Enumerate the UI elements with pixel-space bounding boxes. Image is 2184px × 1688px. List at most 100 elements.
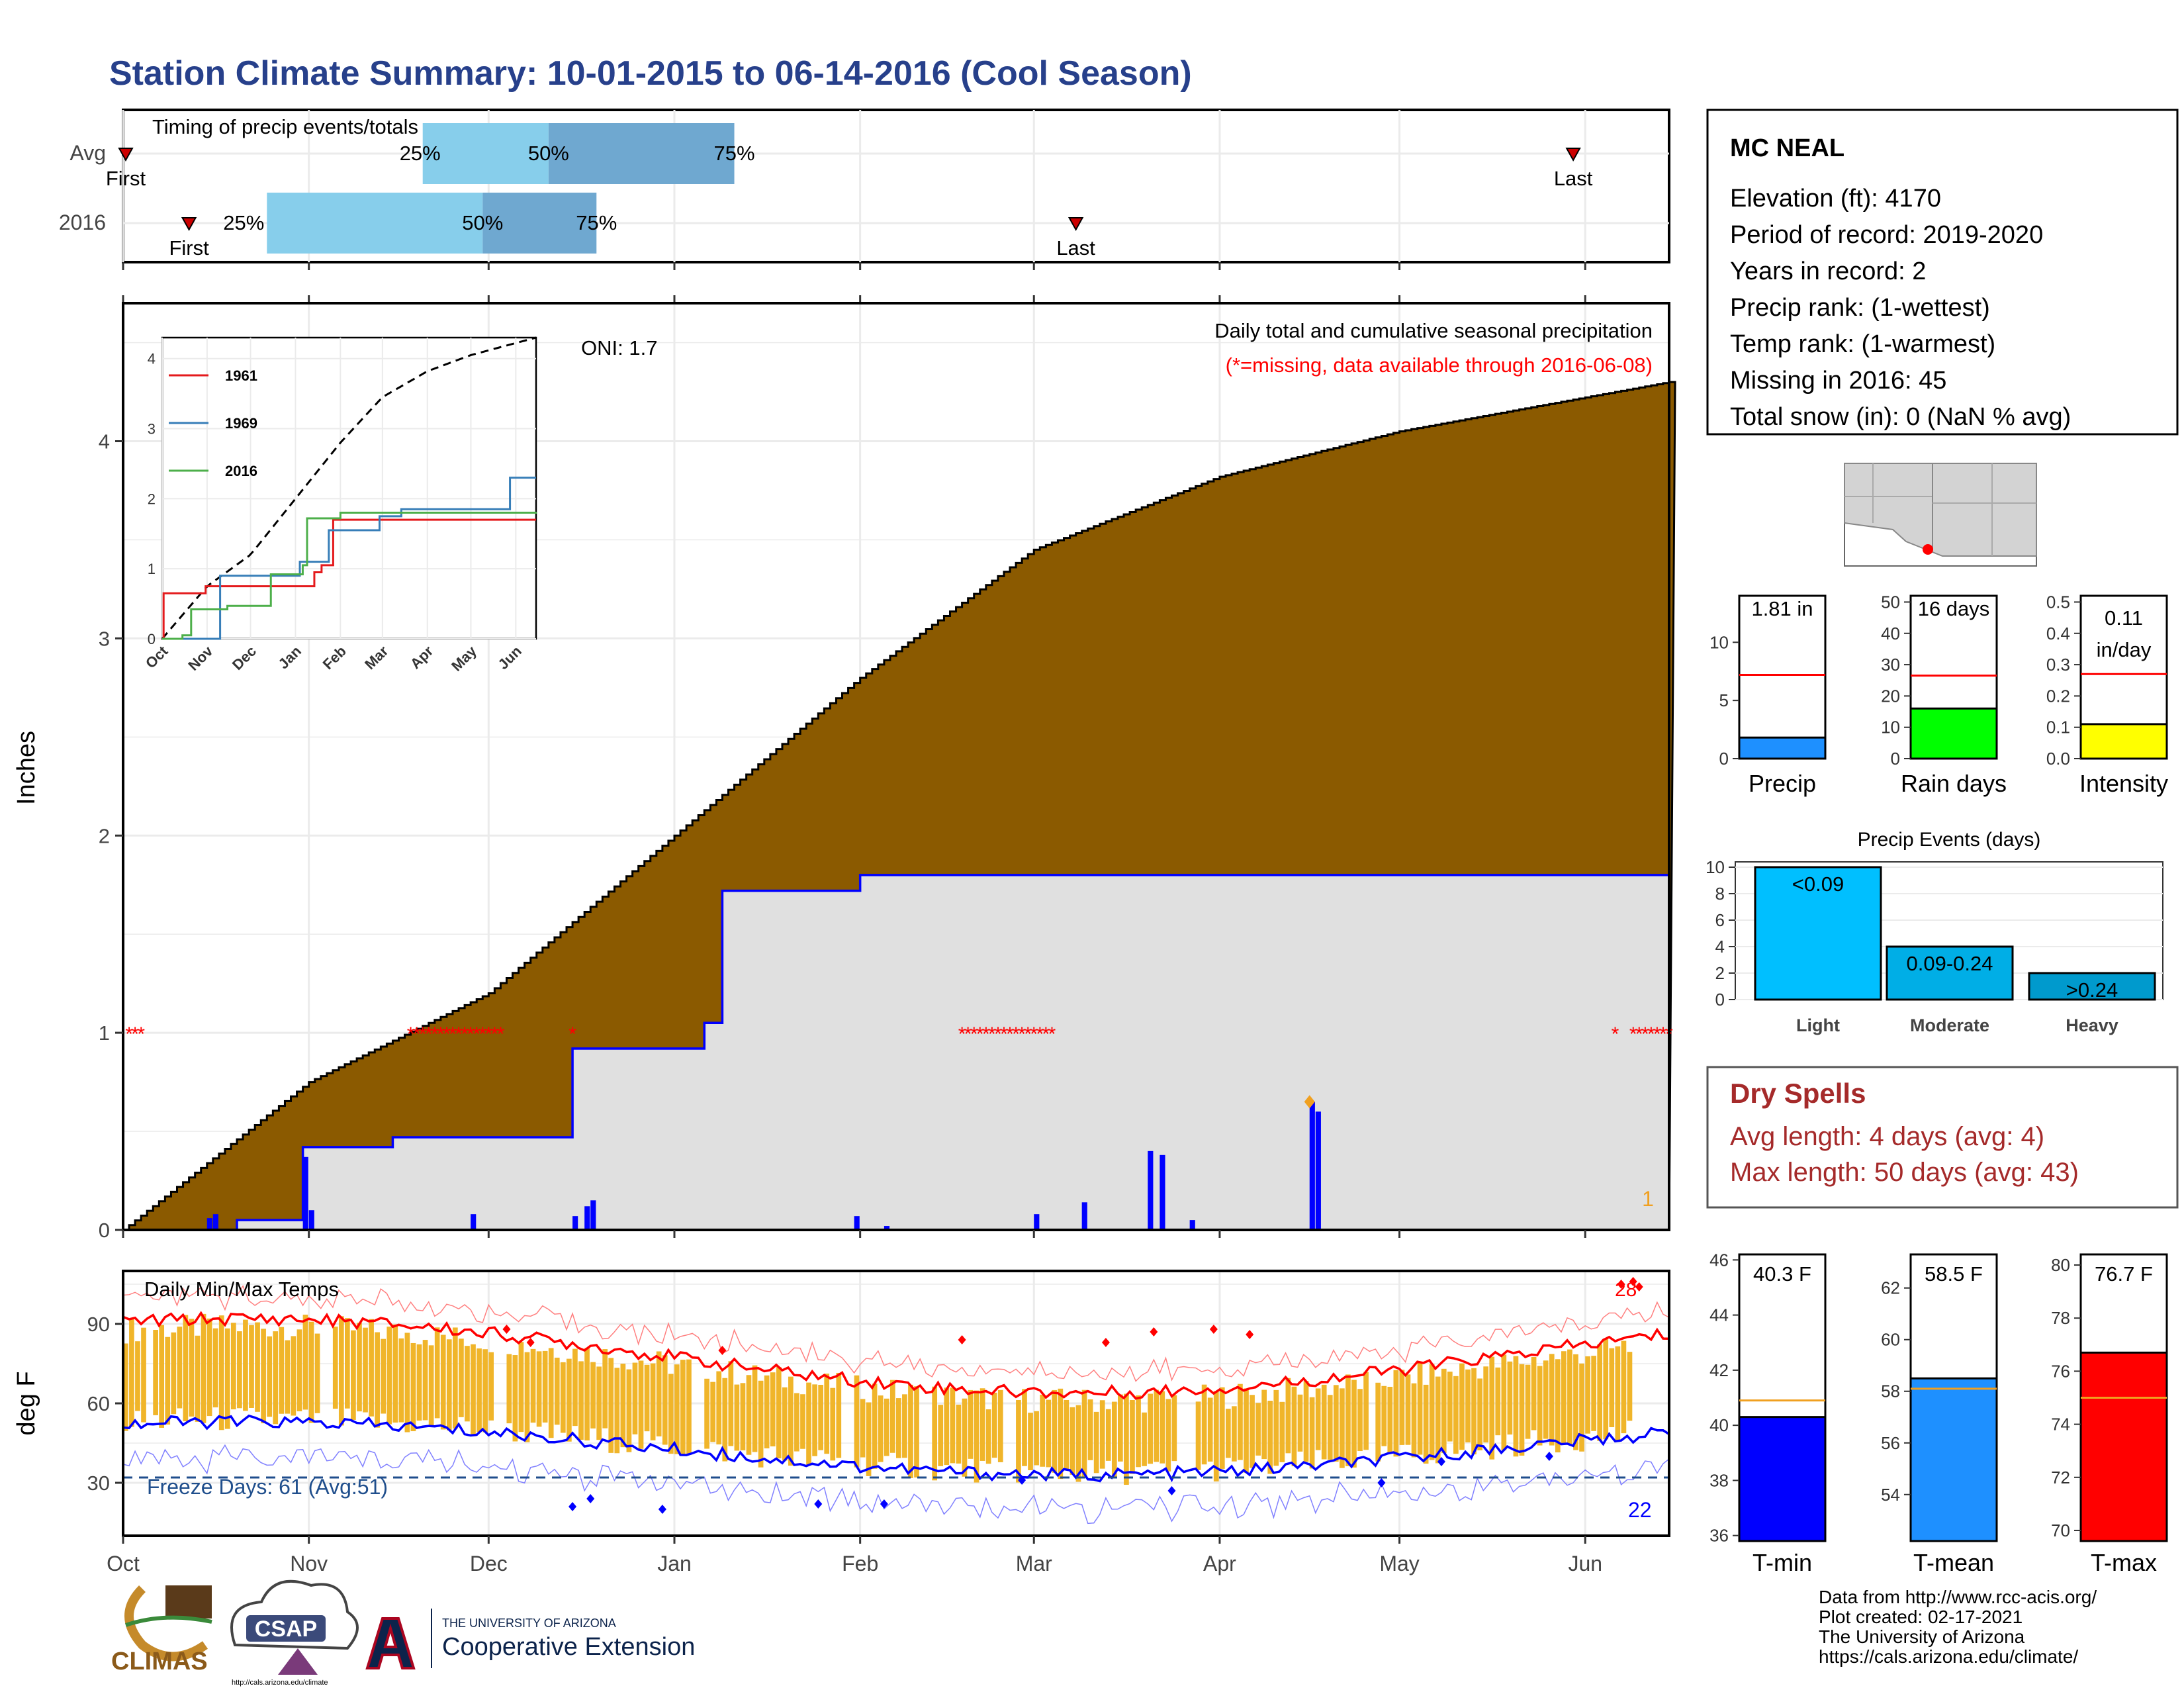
daily-temp-range-bar: [560, 1362, 566, 1433]
daily-temp-range-bar: [1075, 1405, 1081, 1482]
events-ytick: 4: [1715, 937, 1725, 957]
daily-temp-range-bar: [135, 1341, 140, 1411]
station-info-line: Missing in 2016: 45: [1730, 367, 1946, 395]
inset-legend-label: 1961: [225, 367, 257, 384]
inset-legend-label: 2016: [225, 463, 257, 479]
missing-day-mark: *: [1024, 1023, 1032, 1045]
daily-temp-range-bar: [171, 1332, 177, 1415]
events-ytick: 10: [1706, 857, 1725, 877]
daily-temp-range-bar: [638, 1360, 644, 1449]
daily-temp-range-bar: [267, 1336, 272, 1417]
footer-notes: Data from http://www.rcc-acis.org/ Plot …: [1819, 1587, 2097, 1667]
daily-temp-range-bar: [1411, 1383, 1417, 1458]
inset-legend-label: 1969: [225, 415, 257, 432]
daily-temp-range-bar: [314, 1333, 320, 1413]
month-label: Oct: [107, 1552, 140, 1575]
record-high-marker: [1209, 1325, 1218, 1334]
daily-temp-range-bar: [1142, 1412, 1147, 1466]
daily-temp-range-bar: [1495, 1367, 1501, 1436]
temp-summary-tick: 44: [1709, 1305, 1729, 1325]
daily-precip-bar: [1034, 1214, 1040, 1230]
precip-panel: *** **************** * **************** * ***…: [13, 302, 1676, 1242]
daily-temp-range-bar: [944, 1387, 950, 1466]
missing-day-mark: *: [958, 1023, 966, 1045]
inset-ytick: 2: [148, 491, 156, 507]
daily-temp-range-bar: [422, 1340, 428, 1421]
timing-q25-q50-bar: [422, 123, 549, 184]
inset-ytick: 4: [148, 351, 156, 367]
station-info-line: Elevation (ft): 4170: [1730, 185, 1941, 212]
daily-temp-range-bar: [985, 1409, 991, 1464]
daily-temp-range-bar: [1507, 1361, 1513, 1435]
daily-temp-range-bar: [567, 1358, 572, 1442]
daily-temp-range-bar: [1465, 1369, 1471, 1442]
daily-temp-range-bar: [686, 1359, 692, 1455]
temp-corner-high: 28: [1615, 1279, 1637, 1301]
daily-temp-range-bar: [1340, 1388, 1345, 1468]
temp-summary-tick: 42: [1709, 1360, 1729, 1380]
record-low-marker: [1437, 1457, 1445, 1466]
daily-precip-bar: [884, 1226, 890, 1230]
missing-day-mark: *: [137, 1023, 145, 1045]
precip-ytick: 4: [99, 430, 110, 453]
daily-temp-range-bar: [123, 1343, 128, 1431]
timing-p25-label: 25%: [223, 211, 264, 234]
timing-title: Timing of precip events/totals: [152, 115, 418, 138]
daily-temp-range-bar: [1609, 1348, 1615, 1427]
daily-temp-range-bar: [1519, 1364, 1525, 1456]
dry-spells-title: Dry Spells: [1730, 1078, 1866, 1109]
daily-temp-range-bar: [674, 1364, 680, 1454]
daily-temp-range-bar: [830, 1387, 836, 1461]
events-category-label: Heavy: [2066, 1015, 2118, 1035]
daily-temp-range-bar: [1244, 1388, 1249, 1473]
footer-line-1: Data from http://www.rcc-acis.org/: [1819, 1587, 2097, 1607]
mini-bar-value-label: 16 days: [1918, 597, 1990, 620]
month-label: Dec: [470, 1552, 508, 1575]
events-title: Precip Events (days): [1858, 829, 2041, 851]
oni-label: ONI: 1.7: [581, 336, 657, 359]
missing-day-mark: *: [964, 1023, 972, 1045]
daily-temp-range-bar: [1591, 1356, 1596, 1431]
daily-temp-range-bar: [1585, 1356, 1590, 1434]
station-info-line: Temp rank: (1-warmest): [1730, 330, 1995, 358]
daily-temp-range-bar: [1525, 1364, 1531, 1439]
daily-temp-range-bar: [1375, 1382, 1381, 1462]
temp-summary-tick: 56: [1881, 1433, 1900, 1453]
daily-temp-range-bar: [1052, 1389, 1058, 1473]
temp-summary-tick: 60: [1881, 1330, 1900, 1350]
daily-temp-range-bar: [602, 1349, 608, 1429]
mini-bar-tick: 0.3: [2046, 655, 2070, 675]
timing-p50-label: 50%: [528, 142, 569, 165]
daily-temp-range-bar: [1435, 1376, 1441, 1464]
daily-temp-range-bar: [1238, 1383, 1243, 1460]
precip-ylabel: Inches: [13, 731, 40, 805]
daily-precip-bar: [206, 1218, 212, 1230]
daily-temp-range-bar: [1327, 1395, 1333, 1460]
daily-temp-range-bar: [770, 1372, 776, 1447]
daily-temp-range-bar: [1579, 1363, 1584, 1452]
daily-temp-range-bar: [446, 1339, 452, 1430]
daily-temp-range-bar: [1597, 1344, 1603, 1441]
daily-precip-bar: [471, 1214, 477, 1230]
events-category-label: Moderate: [1910, 1015, 1989, 1035]
daily-temp-range-bar: [482, 1349, 488, 1432]
station-info-line: Precip rank: (1-wettest): [1730, 294, 1990, 322]
footer-line-3: The University of Arizona: [1819, 1626, 2025, 1647]
daily-temp-range-bar: [1483, 1366, 1489, 1443]
month-label: Mar: [1016, 1552, 1052, 1575]
mini-bar-precip: 0 5 10 1.81 in Precip: [1709, 594, 1827, 797]
daily-temp-range-bar: [1333, 1385, 1339, 1462]
temp-summary-label: T-max: [2091, 1549, 2157, 1576]
station-name: MC NEAL: [1730, 134, 1844, 162]
daily-temp-range-bar: [345, 1318, 350, 1409]
daily-temp-range-bar: [728, 1361, 734, 1446]
daily-temp-range-bar: [968, 1389, 974, 1459]
daily-precip-bar: [854, 1216, 860, 1230]
daily-temp-range-bar: [261, 1329, 266, 1424]
daily-temp-range-bar: [1232, 1406, 1237, 1462]
daily-temp-range-bar: [218, 1315, 224, 1430]
events-ytick: 0: [1715, 990, 1725, 1009]
daily-temp-range-bar: [902, 1394, 907, 1458]
missing-day-mark: *: [1635, 1023, 1643, 1045]
